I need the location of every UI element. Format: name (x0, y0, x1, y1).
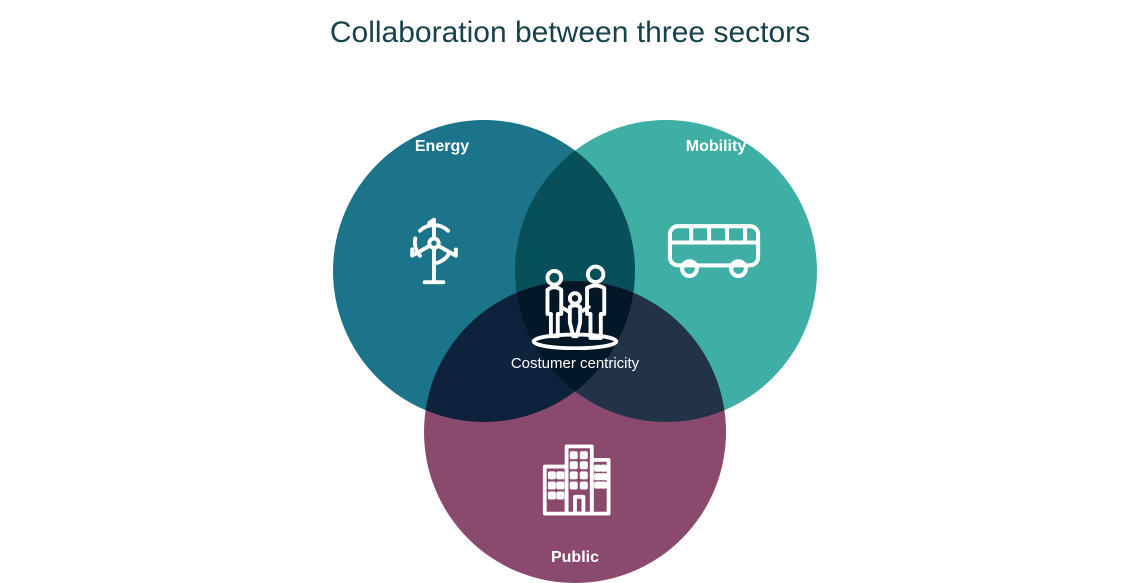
diagram-title: Collaboration between three sectors (0, 16, 1140, 50)
sector-label-mobility: Mobility (636, 138, 796, 156)
sector-label-energy: Energy (362, 138, 522, 156)
family-icon (523, 264, 627, 350)
sector-label-public: Public (495, 549, 655, 567)
center-label: Costumer centricity (475, 355, 675, 372)
wind-turbine-icon (395, 212, 473, 290)
buildings-icon (533, 438, 617, 522)
bus-icon (665, 218, 763, 283)
sector-circle-energy (333, 120, 635, 422)
sector-circle-public (424, 281, 726, 583)
sector-circle-mobility (515, 120, 817, 422)
venn-diagram: Energy Mobility (0, 0, 1140, 579)
